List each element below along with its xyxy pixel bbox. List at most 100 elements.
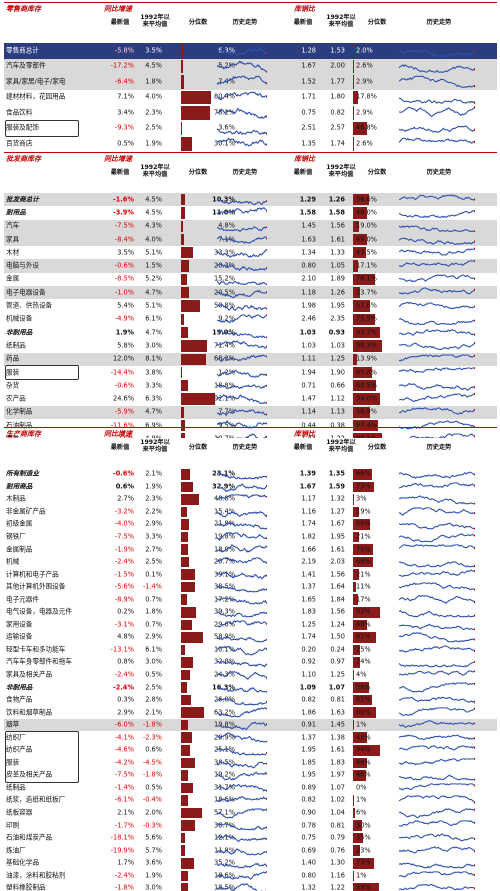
table-row: 汽车车身零部件和拖车 0.8% 3.0% 32.8% 0.92 0.97 24% — [4, 656, 497, 669]
trend-line — [399, 318, 475, 324]
ratio-sparkline — [399, 220, 475, 232]
ratio-avg: 1.25 — [330, 670, 345, 679]
yoy-latest: -5.8% — [114, 46, 134, 55]
yoy-avg: 4.3% — [145, 221, 162, 230]
yoy-avg: 0.5% — [145, 783, 162, 792]
ratio-percentile-bar — [353, 581, 357, 593]
yoy-percentile: 16.3% — [212, 683, 235, 692]
yoy-avg: 8.1% — [145, 354, 162, 363]
trend-line — [399, 107, 475, 116]
yoy-latest: 0.6% — [115, 482, 134, 491]
row-label: 汽车车身零部件和拖车 — [6, 658, 72, 667]
yoy-latest: -6.4% — [114, 77, 134, 86]
ratio-percentile: 30% — [356, 821, 371, 830]
trend-line — [399, 330, 475, 336]
ratio-percentile-bar — [353, 682, 370, 693]
table-row: 耐用品 -3.9% 4.5% 11.0% 1.58 1.58 48.0% — [4, 206, 497, 219]
percentile-bar — [181, 260, 189, 272]
yoy-avg: -1.8% — [142, 771, 162, 780]
yoy-latest: -1.5% — [114, 570, 134, 579]
percentile-bar — [181, 137, 193, 151]
trend-line — [217, 661, 267, 666]
trend-latest-dot — [473, 701, 475, 704]
yoy-avg: 3.6% — [145, 858, 162, 867]
yoy-sparkline — [217, 273, 267, 286]
yoy-sparkline — [217, 299, 267, 312]
trend-line — [399, 784, 475, 790]
trend-line — [217, 92, 267, 99]
trend-latest-dot — [266, 676, 267, 679]
trend-latest-dot — [473, 333, 475, 336]
row-label: 钢铁厂 — [6, 532, 26, 541]
ratio-latest: 1.35 — [301, 139, 316, 148]
table-row: 汽车及零部件 -17.2% 4.5% 5.2% 1.67 2.00 2.6% — [4, 58, 497, 74]
ratio-avg: 1.53 — [330, 46, 345, 55]
ratio-latest: 1.03 — [299, 328, 316, 337]
trend-line — [399, 249, 475, 255]
ratio-avg: 1.07 — [328, 683, 345, 692]
ratio-latest: 1.67 — [301, 61, 316, 70]
header-ratio-latest: 最新值 — [293, 444, 313, 451]
table-row: 石油制品 -11.6% 6.9% 9.5% 0.44 0.38 87.4% — [4, 419, 497, 432]
ratio-percentile-bar — [353, 313, 375, 325]
ratio-percentile: 48% — [356, 733, 371, 742]
ratio-avg: 1.25 — [330, 354, 345, 363]
yoy-percentile: 35.2% — [214, 858, 235, 867]
highlight-apparel-retail — [5, 119, 79, 137]
ratio-sparkline — [399, 631, 475, 644]
table-row: 服装 -14.4% 3.8% 1.2% 1.94 1.90 65.8% — [4, 366, 497, 379]
trend-latest-dot — [266, 484, 267, 487]
trend-latest-dot — [266, 50, 267, 53]
ratio-percentile-bar — [353, 44, 354, 58]
trend-latest-dot — [473, 638, 475, 641]
yoy-avg: 2.5% — [145, 683, 162, 692]
table-row: 油漆，涂料和胶粘剂 -2.4% 1.9% 18.6% 0.80 1.16 1% — [4, 870, 497, 883]
row-label: 炼油厂 — [6, 846, 26, 855]
percentile-bar — [181, 220, 183, 232]
trend-latest-dot — [473, 527, 475, 530]
percentile-bar — [181, 494, 200, 505]
trend-line — [399, 570, 475, 576]
yoy-avg: 4.7% — [145, 328, 162, 337]
row-label: 非耐用品 — [6, 328, 33, 337]
percentile-bar — [181, 247, 194, 259]
yoy-avg: 5.7% — [145, 846, 162, 855]
yoy-sparkline — [217, 857, 267, 870]
trend-latest-dot — [473, 198, 475, 201]
ratio-percentile-bar — [353, 194, 370, 206]
yoy-avg: 0.1% — [145, 570, 162, 579]
ratio-avg: 1.59 — [328, 482, 345, 491]
trend-line — [217, 385, 267, 389]
trend-latest-dot — [266, 864, 267, 867]
trend-latest-dot — [473, 837, 475, 840]
ratio-percentile-bar — [353, 287, 360, 299]
ratio-latest: 0.78 — [301, 821, 316, 830]
trend-line — [399, 583, 475, 590]
ratio-avg: 1.27 — [330, 507, 345, 516]
retail-inventory-section: 零售商库存 同比增速 库销比 最新值 1992年以来平均值 分位数 历史走势 最新值 1992年… — [4, 2, 497, 152]
trend-latest-dot — [473, 502, 475, 505]
header-avg: 1992年以来平均值 — [140, 14, 170, 28]
yoy-percentile: 17.2% — [214, 595, 235, 604]
yoy-percentile: 9.2% — [218, 315, 235, 324]
percentile-bar — [181, 75, 184, 89]
yoy-percentile: 71.4% — [214, 341, 235, 350]
percentile-bar — [181, 745, 191, 756]
ratio-percentile-bar — [353, 481, 375, 493]
row-label: 家具/家居/电子/家电 — [6, 77, 66, 86]
trend-latest-dot — [266, 290, 267, 293]
ratio-avg: 0.82 — [330, 108, 345, 117]
ratio-percentile: 19% — [356, 507, 371, 516]
yoy-latest: -2.4% — [112, 683, 134, 692]
ratio-percentile: 4% — [356, 670, 367, 679]
trend-line — [217, 281, 267, 284]
trend-line — [399, 275, 475, 282]
ratio-avg: 1.58 — [328, 208, 345, 217]
yoy-avg: 6.3% — [145, 394, 162, 403]
ratio-percentile-bar — [353, 556, 373, 568]
ratio-percentile-bar — [353, 619, 367, 631]
table-row: 石油和煤炭产品 -18.1% 5.6% 12.1% 0.75 0.79 35% — [4, 832, 497, 845]
ratio-latest: 0.71 — [301, 381, 316, 390]
yoy-percentile: 24.3% — [214, 670, 235, 679]
yoy-percentile: 92.1% — [214, 394, 235, 403]
